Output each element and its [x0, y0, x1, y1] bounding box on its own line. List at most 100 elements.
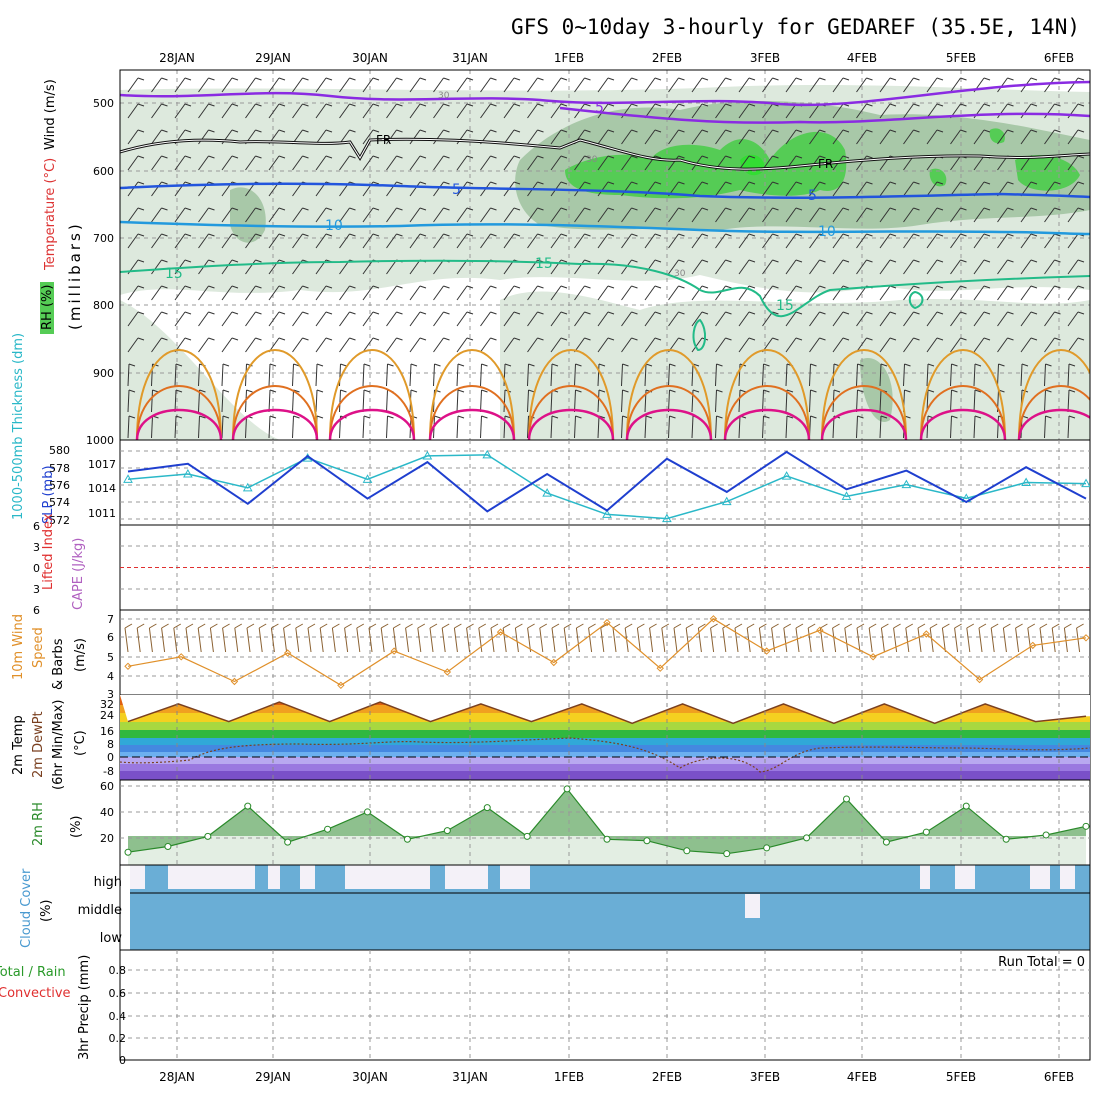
lifted-index-tick: 3 [33, 583, 40, 596]
upper-wind-barb-flag [349, 77, 356, 81]
upper-wind-barb-flag [772, 311, 779, 315]
upper-wind-barb-staff [174, 77, 186, 93]
upper-wind-barb-flag [866, 311, 873, 315]
rh-green-region [929, 168, 947, 187]
upper-wind-barb-staff [550, 415, 553, 439]
upper-wind-barb-staff [245, 155, 256, 171]
upper-wind-barb-staff [879, 103, 891, 119]
wind-barb-staff [344, 627, 349, 653]
upper-wind-barb-staff [762, 129, 773, 145]
wind-barb-staff [563, 627, 568, 653]
upper-wind-barb-staff [1020, 207, 1032, 223]
upper-wind-barb-flag [607, 181, 615, 185]
upper-wind-barb-flag [607, 207, 615, 211]
wind-barb-flag [966, 623, 975, 629]
upper-wind-barb-flag [443, 233, 450, 237]
upper-wind-barb-flag [255, 337, 262, 341]
upper-wind-barb-flag [537, 103, 544, 107]
upper-wind-barb-staff [903, 285, 914, 301]
wind-speed-marker [230, 677, 239, 686]
temperature-band [120, 764, 1090, 771]
upper-wind-barb-flag [137, 103, 145, 107]
rh-tick: 40 [100, 806, 114, 819]
pressure-tick-label: 900 [93, 367, 114, 380]
upper-wind-barb-flag [913, 311, 920, 315]
upper-wind-barb-flag [819, 337, 826, 341]
wind-barb-staff [209, 627, 214, 653]
upper-wind-barb-staff [339, 311, 350, 327]
upper-wind-barb-staff [668, 155, 679, 171]
upper-wind-barb-flag [278, 207, 286, 211]
temp2m-unit-label: (°C) [73, 730, 88, 756]
upper-wind-barb-flag [513, 129, 521, 133]
upper-wind-barb-staff [621, 363, 623, 387]
upper-wind-barb-flag [866, 207, 873, 211]
upper-wind-barb-staff [503, 155, 515, 171]
upper-wind-barb-flag [1007, 207, 1014, 211]
upper-wind-barb-flag [748, 129, 756, 133]
freezing-level-label: FR [376, 133, 391, 147]
upper-wind-barb-staff [715, 181, 726, 197]
wind-barb-flag [832, 623, 840, 629]
upper-wind-barb-staff [503, 337, 515, 353]
upper-wind-barb-staff [644, 259, 656, 275]
wind-barb-flag [1003, 623, 1011, 629]
upper-wind-barb-flag [490, 155, 497, 159]
upper-wind-barb-flag [866, 181, 873, 185]
upper-wind-barb-staff [1044, 103, 1055, 119]
upper-wind-barb-flag [363, 389, 371, 393]
temperature-axis-label: Temperature (°C) [43, 158, 58, 271]
upper-wind-barb-flag [819, 311, 826, 315]
slp-tick: 1017 [88, 458, 116, 471]
upper-wind-barb-flag [913, 285, 920, 289]
upper-wind-barb-staff [503, 389, 506, 413]
upper-wind-barb-staff [315, 103, 327, 119]
upper-wind-barb-staff [903, 181, 914, 197]
upper-wind-barb-flag [654, 181, 662, 185]
upper-wind-barb-staff [644, 337, 656, 353]
rh-contour-label: 30 [438, 91, 450, 101]
upper-wind-barb-flag [537, 233, 544, 237]
precip-tick: 0 [119, 1054, 126, 1067]
upper-wind-barb-flag [302, 207, 309, 211]
upper-wind-barb-flag [842, 181, 850, 185]
upper-wind-barb-staff [691, 103, 703, 119]
upper-wind-barb-flag [1045, 363, 1052, 367]
rh2m-marker [403, 835, 411, 843]
upper-wind-barb-staff [879, 77, 891, 93]
upper-wind-barb-staff [621, 259, 632, 275]
upper-wind-barb-staff [198, 207, 209, 223]
upper-wind-barb-flag [795, 337, 803, 341]
upper-wind-barb-flag [231, 77, 239, 81]
upper-wind-barb-flag [208, 233, 215, 237]
temp-tick: 32 [100, 698, 114, 711]
upper-wind-barb-flag [1030, 103, 1038, 107]
upper-wind-barb-staff [856, 207, 867, 223]
upper-wind-barb-staff [785, 337, 797, 353]
rh-contour-label: 30 [586, 155, 598, 165]
upper-wind-barb-staff [1044, 181, 1055, 197]
isotherm-15-line [120, 259, 1090, 318]
upper-wind-barb-flag [161, 337, 168, 341]
wind-speed-tick: 5 [107, 651, 114, 664]
upper-wind-barb-flag [419, 311, 427, 315]
upper-wind-barb-flag [819, 181, 826, 185]
upper-wind-barb-staff [503, 363, 506, 387]
upper-wind-barb-staff [268, 233, 280, 249]
upper-wind-barb-flag [419, 337, 427, 341]
upper-wind-barb-staff [480, 285, 491, 301]
upper-wind-barb-flag [913, 181, 920, 185]
wind-barb-staff [1039, 627, 1044, 653]
upper-wind-barb-staff [456, 103, 468, 119]
upper-wind-barb-staff [268, 311, 280, 327]
upper-wind-barb-staff [174, 311, 186, 327]
upper-wind-barb-flag [842, 337, 850, 341]
upper-wind-barb-staff [738, 181, 750, 197]
temp2m-panel: 32 24 16 8 0 -8 2m Temp 2m DewPt (6hr Mi… [11, 694, 1091, 790]
rh2m-marker [523, 832, 531, 840]
upper-wind-barb-flag [866, 129, 873, 133]
upper-wind-barb-flag [466, 233, 474, 237]
cloud-axis-label: Cloud Cover [19, 868, 34, 948]
upper-wind-barb-flag [372, 311, 380, 315]
upper-wind-barb-flag [443, 155, 450, 159]
